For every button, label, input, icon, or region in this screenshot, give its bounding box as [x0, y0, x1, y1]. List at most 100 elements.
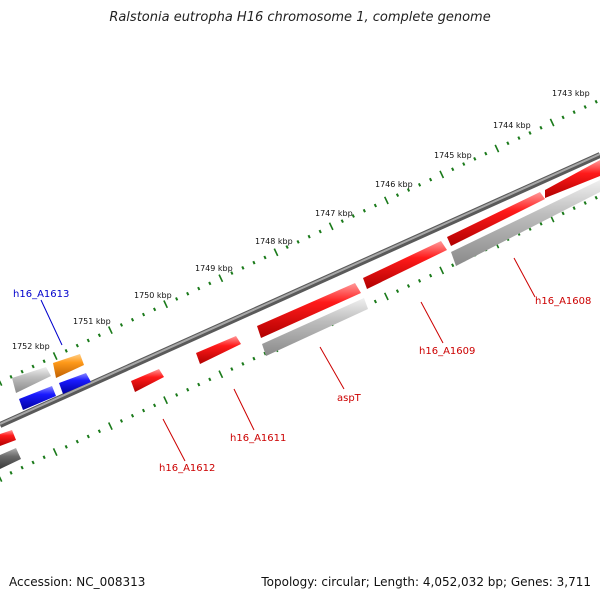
- ruler-tick: [130, 413, 135, 418]
- ruler-tick: [218, 370, 224, 379]
- gene-feature[interactable]: [19, 386, 56, 410]
- ruler-tick: [107, 422, 113, 431]
- tick-label: 1745 kbp: [434, 151, 472, 160]
- gene-label-aspT[interactable]: aspT: [337, 393, 362, 404]
- ruler-tick: [594, 195, 598, 200]
- ruler-tick: [417, 182, 422, 187]
- ruler-tick: [218, 274, 224, 283]
- ruler-tick: [186, 387, 190, 392]
- ruler-tick: [86, 338, 90, 343]
- ruler-tick: [141, 408, 146, 413]
- ruler-tick: [549, 118, 555, 127]
- gene-label-h16_A1608[interactable]: h16_A1608: [535, 296, 591, 307]
- gene-feature[interactable]: [451, 180, 600, 266]
- ruler-tick: [252, 356, 256, 361]
- ruler-tick: [439, 266, 445, 275]
- ruler-tick: [197, 286, 201, 291]
- ruler-tick: [383, 196, 389, 205]
- ruler-tick: [64, 444, 68, 449]
- tick-label: 1749 kbp: [195, 264, 233, 273]
- ruler-tick: [561, 211, 565, 216]
- gene-label-h16_A1613[interactable]: h16_A1613: [13, 289, 69, 300]
- ruler-tick: [75, 343, 79, 348]
- ruler-tick: [340, 219, 344, 224]
- ruler-tick: [86, 434, 90, 439]
- ruler-tick: [362, 208, 366, 213]
- ruler-tick: [31, 460, 35, 465]
- ruler-tick: [175, 393, 179, 397]
- ruler-tick: [263, 255, 267, 260]
- tick-label: 1747 kbp: [315, 209, 353, 218]
- label-leaders: [40, 257, 536, 462]
- ruler-tick: [163, 300, 169, 309]
- ruler-tick: [0, 476, 3, 482]
- ruler-tick: [163, 396, 169, 405]
- tick-label: 1746 kbp: [375, 180, 413, 189]
- ruler-tick: [230, 367, 234, 371]
- ruler-tick: [9, 470, 13, 475]
- ruler-tick: [230, 271, 234, 275]
- ruler-tick: [241, 361, 245, 366]
- ruler-tick: [517, 136, 521, 140]
- map-title: Ralstonia eutropha H16 chromosome 1, com…: [109, 10, 491, 25]
- gene-feature[interactable]: [196, 336, 241, 364]
- ruler-tick: [186, 291, 190, 296]
- gene-feature[interactable]: [53, 354, 84, 378]
- leader-line: [513, 257, 536, 298]
- gene-feature[interactable]: [12, 367, 51, 393]
- ruler-tick: [52, 352, 58, 361]
- ruler-tick: [572, 206, 576, 211]
- tick-label: 1748 kbp: [255, 237, 293, 246]
- gene-feature[interactable]: [0, 430, 16, 446]
- ruler-tick: [263, 351, 267, 356]
- ruler-tick: [572, 110, 576, 115]
- gene-feature[interactable]: [363, 241, 447, 289]
- ruler-tick: [130, 317, 135, 322]
- ruler-tick: [318, 229, 322, 234]
- ruler-tick: [539, 221, 543, 226]
- gene-feature[interactable]: [59, 373, 91, 394]
- ruler-tick: [241, 265, 245, 270]
- leader-line: [233, 388, 255, 431]
- gene-feature[interactable]: [447, 192, 545, 246]
- ruler-tick: [328, 222, 334, 231]
- tick-label: 1750 kbp: [134, 291, 172, 300]
- outer-ruler: [0, 99, 598, 386]
- ruler-tick: [20, 465, 24, 470]
- ruler-tick: [351, 214, 355, 218]
- ruler-tick: [451, 167, 455, 172]
- gene-label-h16_A1609[interactable]: h16_A1609: [419, 346, 475, 357]
- tick-labels: 1743 kbp 1744 kbp 1745 kbp 1746 kbp 1747…: [12, 89, 590, 351]
- leader-line: [40, 299, 63, 346]
- ruler-tick: [506, 141, 510, 146]
- ruler-tick: [97, 429, 102, 434]
- ruler-tick: [252, 260, 256, 265]
- gene-feature[interactable]: [131, 369, 164, 392]
- ruler-tick: [273, 248, 279, 257]
- ruler-tick: [307, 234, 311, 239]
- ruler-tick: [473, 156, 477, 161]
- ruler-tick: [208, 281, 212, 286]
- ruler-tick: [395, 193, 400, 198]
- ruler-tick: [152, 403, 157, 408]
- ruler-tick: [20, 369, 24, 374]
- ruler-tick: [439, 170, 445, 179]
- ruler-tick: [152, 307, 157, 312]
- gene-label-h16_A1611[interactable]: h16_A1611: [230, 433, 286, 444]
- ruler-tick: [428, 273, 433, 278]
- ruler-tick: [9, 374, 13, 379]
- gene-track-forward: [0, 160, 600, 446]
- gene-label-h16_A1612[interactable]: h16_A1612: [159, 463, 215, 474]
- ruler-tick: [42, 359, 46, 364]
- gene-feature[interactable]: [262, 298, 368, 356]
- gene-feature[interactable]: [257, 283, 361, 338]
- gene-labels: h16_A1613 h16_A1608 h16_A1609 aspT h16_A…: [13, 289, 591, 474]
- ruler-tick: [42, 455, 46, 460]
- gene-feature[interactable]: [545, 160, 600, 198]
- gene-feature[interactable]: [0, 448, 21, 469]
- ruler-tick: [395, 289, 400, 294]
- leader-line: [319, 346, 345, 390]
- tick-label: 1751 kbp: [73, 317, 111, 326]
- ruler-tick: [462, 162, 466, 166]
